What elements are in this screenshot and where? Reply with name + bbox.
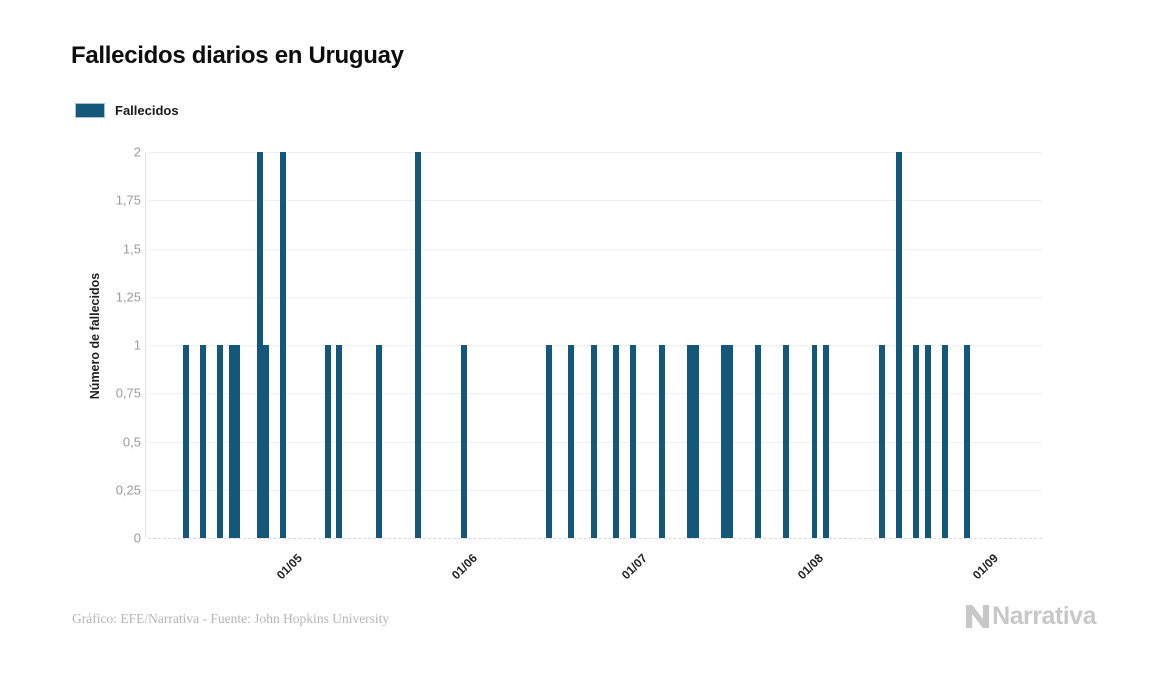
bar-09/07[interactable]	[687, 345, 693, 538]
gridline-y-2	[148, 152, 1042, 153]
y-tick-label: 0,25	[115, 482, 141, 498]
y-tick-label: 1	[133, 337, 141, 353]
bar-29/06[interactable]	[630, 345, 637, 538]
x-tick-label-01-06: 01/06	[449, 551, 481, 583]
x-tick-label-01-09: 01/09	[969, 551, 1001, 583]
bar-27/08[interactable]	[964, 345, 971, 538]
bar-14/04[interactable]	[200, 345, 207, 538]
bar-15/07[interactable]	[720, 345, 727, 538]
bar-22/05[interactable]	[415, 152, 422, 538]
bar-25/04[interactable]	[262, 345, 269, 538]
narrativa-logo-icon	[966, 604, 990, 629]
y-tick-label: 0,75	[115, 385, 141, 401]
bar-11/04[interactable]	[183, 345, 190, 538]
bar-18/08[interactable]	[913, 345, 920, 538]
x-tick-label-01-08: 01/08	[794, 551, 826, 583]
bar-22/06[interactable]	[590, 345, 597, 538]
bar-24/04[interactable]	[257, 152, 263, 538]
gridline-y-1,75	[148, 200, 1042, 202]
bar-21/07[interactable]	[754, 345, 761, 538]
bar-06/05[interactable]	[324, 345, 331, 538]
legend-item-fallecidos[interactable]: Fallecidos	[75, 103, 179, 118]
bar-19/04[interactable]	[228, 345, 235, 538]
x-tick-label-01-07: 01/07	[619, 551, 651, 583]
legend-swatch	[75, 103, 105, 118]
bar-23/08[interactable]	[941, 345, 948, 538]
narrativa-logo: Narrativa	[965, 602, 1096, 631]
gridline-y-1,25	[148, 296, 1042, 298]
bar-20/04[interactable]	[234, 345, 241, 538]
y-tick-label: 1,25	[115, 289, 141, 305]
y-axis-line	[145, 152, 146, 538]
y-tick-label: 2	[133, 144, 141, 160]
y-tick-label: 1,5	[122, 241, 141, 256]
bar-20/08[interactable]	[924, 345, 931, 538]
bar-12/08[interactable]	[879, 345, 886, 538]
bar-30/05[interactable]	[460, 345, 467, 538]
plot-area	[145, 152, 1042, 539]
bar-18/06[interactable]	[568, 345, 575, 538]
x-tick-label-01-05: 01/05	[273, 551, 306, 583]
chart-title: Fallecidos diarios en Uruguay	[71, 42, 404, 69]
bar-26/06[interactable]	[613, 345, 620, 538]
bar-28/04[interactable]	[279, 152, 286, 538]
bar-31/07[interactable]	[811, 345, 818, 538]
bar-26/07[interactable]	[783, 345, 790, 538]
bar-16/07[interactable]	[726, 345, 733, 538]
bar-04/07[interactable]	[658, 345, 665, 538]
bar-02/08[interactable]	[822, 345, 829, 538]
y-tick-label: 0	[133, 530, 141, 546]
gridline-y-1,5	[148, 248, 1042, 250]
y-tick-label: 1,75	[115, 192, 141, 208]
bar-10/07[interactable]	[692, 345, 699, 538]
source-credit: Gráfico: EFE/Narrativa - Fuente: John Ho…	[72, 611, 390, 626]
gridline-y-0	[148, 538, 1042, 539]
bar-17/04[interactable]	[217, 345, 224, 538]
bar-15/05[interactable]	[375, 345, 382, 538]
bar-08/05[interactable]	[336, 345, 343, 538]
bar-15/08[interactable]	[896, 152, 903, 538]
y-tick-label: 0,5	[122, 434, 141, 449]
bar-14/06[interactable]	[545, 345, 552, 538]
narrativa-logo-text: Narrativa	[992, 602, 1096, 630]
legend-label: Fallecidos	[115, 103, 179, 118]
